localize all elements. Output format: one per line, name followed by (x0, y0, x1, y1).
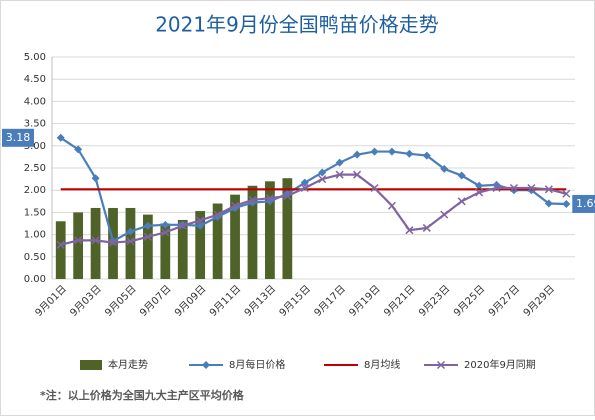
point (300, 178, 309, 187)
point (161, 228, 170, 237)
bar (265, 181, 275, 279)
point (370, 147, 379, 156)
point (405, 226, 414, 235)
point (370, 183, 379, 193)
point (91, 236, 100, 245)
point (178, 221, 187, 230)
point (283, 191, 292, 201)
legend-label: 8月每日价格 (229, 358, 285, 371)
bar (160, 223, 171, 279)
y-tick-label: 3.50 (24, 119, 46, 130)
point (544, 185, 553, 194)
y-tick-label: 1.50 (24, 207, 46, 218)
point (440, 164, 449, 173)
point (475, 188, 484, 197)
y-tick-label: 4.00 (24, 96, 46, 107)
y-tick-label: 5.00 (24, 52, 46, 63)
point (457, 171, 466, 180)
point (74, 145, 83, 154)
point (196, 221, 205, 230)
point (387, 201, 396, 210)
bar (247, 185, 258, 279)
point (300, 183, 309, 193)
point (387, 147, 396, 156)
point (335, 158, 344, 167)
point (475, 181, 484, 190)
bar (195, 211, 206, 279)
point (126, 227, 135, 236)
y-tick-label: 0.50 (24, 252, 46, 263)
data-label: 3.18 (6, 131, 31, 144)
point (265, 194, 274, 203)
legend-marker (436, 360, 446, 370)
point (74, 236, 83, 245)
legend-swatch (80, 360, 102, 370)
point (353, 150, 362, 159)
point (318, 175, 327, 184)
chart-title: 2021年9月份全国鸭苗价格走势 (155, 13, 439, 37)
footnote: *注：以上价格为全国九大主产区平均价格 (40, 388, 245, 402)
y-tick-label: 3.00 (24, 141, 46, 152)
bar (55, 221, 66, 279)
point (318, 168, 327, 177)
bar (212, 203, 223, 279)
bar (125, 207, 136, 279)
point (562, 199, 571, 208)
point (353, 170, 362, 179)
y-tick-label: 4.50 (24, 74, 46, 85)
point (440, 210, 449, 219)
data-label: 1.69 (576, 197, 595, 210)
point (161, 220, 170, 229)
point (422, 151, 431, 160)
bar (90, 207, 101, 279)
point (231, 201, 240, 210)
legend-label: 2020年9月同期 (464, 358, 536, 371)
y-tick-label: 0.00 (24, 274, 46, 285)
point (143, 232, 152, 241)
point (457, 197, 466, 206)
point (248, 195, 257, 204)
point (544, 199, 553, 208)
point (405, 149, 414, 158)
line (60, 173, 567, 246)
bar (143, 214, 153, 279)
bar (177, 219, 188, 279)
point (143, 221, 152, 230)
point (422, 223, 431, 232)
data-label-box (2, 128, 34, 147)
data-label-box (572, 194, 595, 213)
point (335, 170, 344, 179)
point (196, 216, 205, 225)
bar (230, 194, 240, 279)
point (213, 210, 222, 219)
legend-marker (202, 361, 210, 369)
point (56, 133, 65, 142)
legend-label: 本月走势 (108, 358, 148, 371)
point (562, 189, 571, 198)
y-tick-label: 1.00 (24, 230, 46, 241)
point (108, 238, 118, 247)
y-tick-label: 2.50 (24, 163, 46, 174)
point (91, 174, 100, 183)
bar (282, 178, 293, 279)
y-tick-label: 2.00 (24, 185, 46, 196)
point (509, 183, 519, 193)
bar (73, 212, 84, 279)
point (126, 237, 135, 246)
point (527, 183, 536, 193)
point (492, 183, 501, 193)
point (56, 240, 65, 249)
legend-label: 8月均线 (364, 358, 400, 371)
